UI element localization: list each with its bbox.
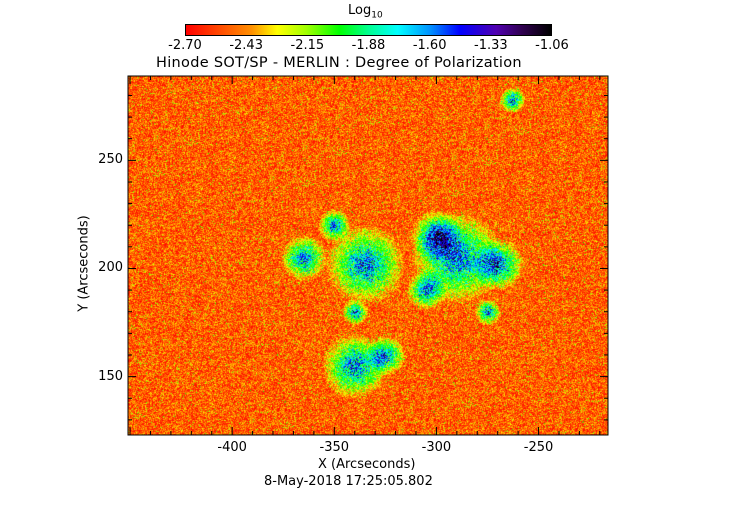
colorbar-tick-label: -2.43 xyxy=(229,38,263,53)
colorbar xyxy=(185,24,552,36)
colorbar-tick-label: -1.60 xyxy=(412,38,447,53)
y-tick-label: 250 xyxy=(98,152,123,168)
colorbar-label: Log10 xyxy=(348,3,383,21)
colorbar-tick-label: -1.06 xyxy=(535,38,569,53)
x-tick-label: -300 xyxy=(421,440,452,455)
colorbar-tick-label: -2.70 xyxy=(168,38,202,53)
y-tick-label: 200 xyxy=(98,260,123,276)
colorbar-tick-label: -1.88 xyxy=(351,38,386,53)
chart-title: Hinode SOT/SP - MERLIN : Degree of Polar… xyxy=(156,55,522,71)
x-tick-label: -250 xyxy=(523,440,554,455)
date-label: 8-May-2018 17:25:05.802 xyxy=(264,474,433,489)
colorbar-tick-label: -1.33 xyxy=(474,38,508,53)
x-tick-label: -350 xyxy=(319,440,350,455)
x-tick-label: -400 xyxy=(217,440,247,455)
plot-frame xyxy=(127,75,609,436)
colorbar-tick-label: -2.15 xyxy=(290,38,325,53)
y-tick-label: 150 xyxy=(98,368,123,384)
polarization-heatmap xyxy=(128,76,608,435)
x-axis-label: X (Arcseconds) xyxy=(318,457,416,472)
